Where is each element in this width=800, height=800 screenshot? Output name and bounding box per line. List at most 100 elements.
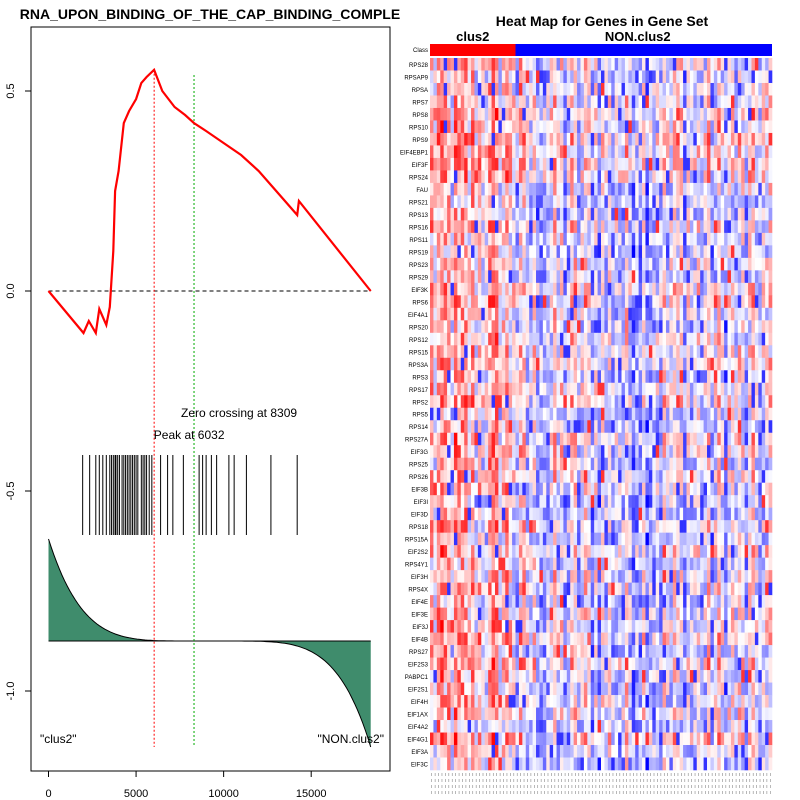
heatmap-cell: [474, 620, 479, 633]
heatmap-cell: [679, 70, 684, 84]
heatmap-cell: [594, 557, 598, 571]
heatmap-cell: [713, 607, 718, 621]
heatmap-cell: [460, 670, 465, 683]
heatmap-cell: [754, 170, 759, 184]
heatmap-cell: [765, 582, 769, 596]
heatmap-cell: [447, 295, 451, 309]
heatmap-cell: [477, 495, 482, 508]
heatmap-cell: [474, 107, 479, 121]
heatmap-cell: [529, 245, 533, 259]
heatmap-cell: [464, 645, 468, 658]
heatmap-cell: [587, 495, 592, 508]
heatmap-cell: [645, 145, 650, 159]
heatmap-cell: [488, 132, 492, 146]
heatmap-cell: [758, 232, 763, 246]
heatmap-cell: [607, 257, 612, 271]
heatmap-cell: [430, 58, 434, 71]
heatmap-cell: [433, 582, 438, 596]
heatmap-cell: [751, 607, 756, 621]
heatmap-cells: [430, 58, 773, 771]
heatmap-cell: [467, 620, 472, 633]
heatmap-cell: [577, 95, 581, 109]
heatmap-cell: [539, 445, 544, 459]
heatmap-cell: [727, 645, 732, 658]
heatmap-cell: [546, 70, 550, 84]
heatmap-cell: [648, 82, 653, 96]
heatmap-cell: [474, 157, 479, 171]
heatmap-cell: [717, 357, 721, 371]
heatmap-cell: [659, 307, 663, 321]
heatmap-cell: [583, 245, 588, 259]
heatmap-cell: [601, 382, 605, 396]
heatmap-cell: [501, 95, 506, 109]
heatmap-cell: [501, 370, 506, 384]
heatmap-cell: [450, 595, 455, 608]
heatmap-cell: [720, 420, 725, 434]
heatmap-cell: [529, 657, 533, 671]
heatmap-cell: [655, 407, 660, 421]
heatmap-cell: [512, 357, 516, 371]
heatmap-cell: [669, 132, 674, 146]
heatmap-cell: [450, 457, 455, 471]
heatmap-cell: [570, 370, 574, 384]
heatmap-cell: [635, 307, 639, 321]
heatmap-cell: [494, 482, 499, 496]
heatmap-cell: [631, 257, 636, 271]
heatmap-cell: [724, 270, 728, 284]
heatmap-cell: [686, 145, 691, 159]
heatmap-cell: [436, 620, 441, 633]
heatmap-cell: [720, 632, 725, 646]
heatmap-cell: [730, 195, 735, 209]
heatmap-cell: [648, 457, 653, 471]
heatmap-cell: [696, 245, 701, 259]
heatmap-cell: [436, 82, 441, 96]
heatmap-cell: [583, 482, 588, 496]
heatmap-cell: [683, 632, 687, 646]
heatmap-cell: [655, 170, 660, 184]
heatmap-cell: [696, 220, 701, 234]
heatmap-cell: [505, 395, 509, 409]
heatmap-cell: [542, 632, 547, 646]
heatmap-cell: [696, 257, 701, 271]
heatmap-cell: [447, 382, 451, 396]
heatmap-cell: [724, 470, 728, 483]
heatmap-cell: [638, 507, 643, 521]
heatmap-cell: [583, 220, 588, 234]
heatmap-cell: [676, 170, 680, 184]
heatmap-cell: [597, 307, 602, 321]
heatmap-cell: [501, 520, 506, 533]
heatmap-cell: [624, 632, 629, 646]
heatmap-cell: [484, 257, 489, 271]
heatmap-cell: [460, 320, 465, 334]
heatmap-cell: [758, 95, 763, 109]
heatmap-cell: [679, 282, 684, 296]
heatmap-cell: [635, 657, 639, 671]
heatmap-cell: [607, 595, 612, 608]
heatmap-cell: [553, 107, 557, 121]
heatmap-cell: [570, 382, 574, 396]
heatmap-cell: [529, 632, 533, 646]
heatmap-cell: [669, 220, 674, 234]
heatmap-cell: [652, 220, 657, 234]
heatmap-cell: [744, 282, 749, 296]
heatmap-cell: [518, 157, 523, 171]
heatmap-cell: [433, 207, 438, 221]
heatmap-cell: [648, 420, 653, 434]
heatmap-cell: [765, 195, 769, 209]
heatmap-cell: [556, 445, 561, 459]
heatmap-cell: [693, 170, 698, 184]
heatmap-cell: [635, 157, 639, 171]
heatmap-cell: [553, 445, 557, 459]
heatmap-cell: [631, 632, 636, 646]
heatmap-cell: [539, 557, 544, 571]
heatmap-cell: [549, 107, 554, 121]
heatmap-cell: [693, 107, 698, 121]
heatmap-cell: [430, 657, 434, 671]
heatmap-cell: [430, 457, 434, 471]
heatmap-cell: [689, 270, 694, 284]
heatmap-cell: [518, 420, 523, 434]
heatmap-cell: [566, 345, 571, 359]
heatmap-cell: [648, 170, 653, 184]
heatmap-cell: [450, 570, 455, 583]
heatmap-cell: [471, 232, 475, 246]
